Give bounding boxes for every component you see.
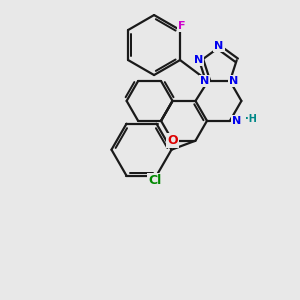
Text: N: N [229, 76, 238, 86]
Text: Cl: Cl [148, 174, 162, 187]
Text: F: F [178, 21, 185, 32]
Text: N: N [200, 76, 209, 86]
Text: N: N [214, 41, 224, 51]
Text: ·H: ·H [245, 114, 257, 124]
Text: N: N [194, 55, 203, 65]
Text: N: N [232, 116, 241, 126]
Text: O: O [167, 134, 178, 147]
